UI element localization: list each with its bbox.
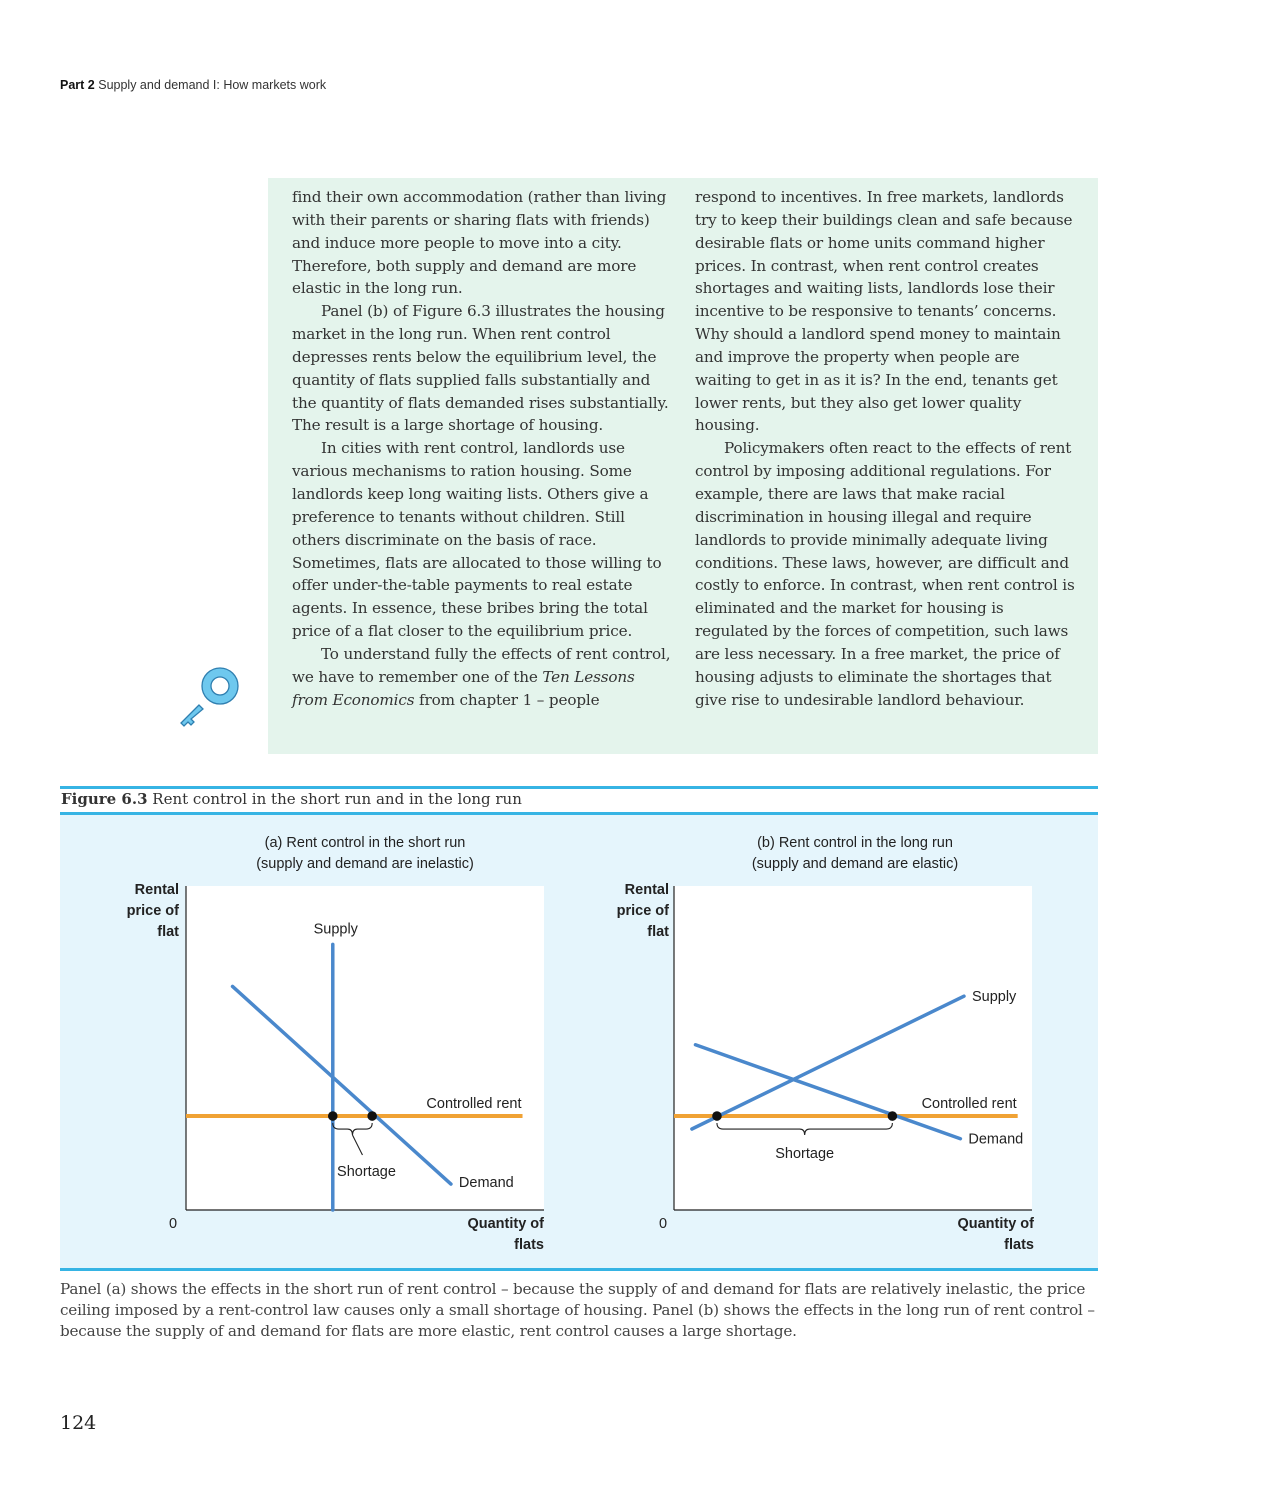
left-paragraph-4: To understand fully the effects of rent … — [292, 643, 672, 712]
panel-a-shortage-leader — [351, 1134, 363, 1156]
text-box — [268, 178, 1098, 754]
panel-a-plot-area — [186, 886, 544, 1210]
panel-a-ylabel-line-3: flat — [157, 924, 179, 940]
panel-a-shortage-brace — [332, 1123, 373, 1136]
figure-title: Rent control in the short run and in the… — [152, 790, 522, 808]
right-paragraph-1: respond to incentives. In free markets, … — [695, 188, 1073, 435]
panel-a-controlled-rent-label: Controlled rent — [426, 1096, 521, 1112]
panel-a-xlabel-line-1: Quantity of — [467, 1216, 544, 1232]
running-head: Part 2 Supply and demand I: How markets … — [60, 78, 326, 92]
panel-b-point-1 — [712, 1111, 722, 1121]
figure-title-rule — [60, 812, 1098, 815]
panel-a-title-line-1: (a) Rent control in the short run — [264, 835, 466, 851]
panel-b-shortage-label: Shortage — [775, 1146, 834, 1162]
right-paragraph-2: Policymakers often react to the effects … — [695, 439, 1075, 709]
panel-b-point-2 — [887, 1111, 898, 1121]
figure-bottom-rule — [60, 1268, 1098, 1271]
panel-b-title-line-2: (supply and demand are elastic) — [751, 856, 959, 872]
panel-b-plot-area — [674, 886, 1032, 1210]
panel-b-supply-curve — [690, 994, 966, 1131]
p4-text-a: To understand fully the effects of rent … — [292, 644, 671, 686]
panel-a-shortage-label: Shortage — [337, 1164, 396, 1180]
left-paragraph-1: find their own accommodation (rather tha… — [292, 188, 667, 298]
p4-italic: Ten Lessons from Economics — [292, 667, 635, 709]
panel-b-demand-label: Demand — [968, 1132, 1023, 1148]
p4-text-b: from chapter 1 – people — [414, 690, 600, 709]
panel-a-supply-label: Supply — [314, 921, 359, 937]
panel-a-title: (a) Rent control in the short run (suppl… — [185, 833, 545, 875]
panel-b-origin: 0 — [659, 1216, 668, 1232]
panel-b-y-axis-label: Rental price of flat — [579, 880, 669, 943]
panel-b-ylabel-line-2: price of — [616, 903, 669, 919]
panel-a-x-axis-label: Quantity of flats — [424, 1214, 544, 1256]
left-paragraph-3: In cities with rent control, landlords u… — [292, 439, 662, 641]
panel-a-demand-curve — [230, 984, 453, 1186]
panel-b-demand-curve — [693, 1043, 963, 1141]
panel-a-xlabel-line-2: flats — [514, 1237, 544, 1253]
figure-caption: Figure 6.3 Rent control in the short run… — [61, 790, 522, 808]
panel-b-ylabel-line-3: flat — [647, 924, 669, 940]
figure-label: Figure 6.3 — [61, 790, 148, 808]
panel-b-xlabel-line-1: Quantity of — [957, 1216, 1034, 1232]
panel-b-controlled-rent-label: Controlled rent — [922, 1096, 1017, 1112]
panel-a-title-line-2: (supply and demand are inelastic) — [256, 856, 474, 872]
panel-a-point-1 — [327, 1111, 338, 1121]
figure-top-rule — [60, 786, 1098, 789]
right-column: respond to incentives. In free markets, … — [695, 186, 1075, 711]
panel-b-supply-label: Supply — [972, 989, 1017, 1005]
panel-b-ylabel-line-1: Rental — [624, 882, 669, 898]
panel-b-shortage-brace — [716, 1123, 893, 1136]
figure-note: Panel (a) shows the effects in the short… — [60, 1280, 1095, 1340]
panel-a-ylabel-line-1: Rental — [134, 882, 179, 898]
panel-b-title-line-1: (b) Rent control in the long run — [757, 835, 953, 851]
panel-a-y-axis-label: Rental price of flat — [89, 880, 179, 943]
part-label: Part 2 — [60, 78, 95, 92]
panel-a-origin: 0 — [169, 1216, 178, 1232]
panel-a-ylabel-line-2: price of — [126, 903, 179, 919]
key-icon — [180, 667, 239, 727]
panel-b-x-axis-label: Quantity of flats — [914, 1214, 1034, 1256]
left-paragraph-2: Panel (b) of Figure 6.3 illustrates the … — [292, 302, 669, 435]
panel-a-demand-label: Demand — [459, 1175, 514, 1191]
panel-b-xlabel-line-2: flats — [1004, 1237, 1034, 1253]
part-title: Supply and demand I: How markets work — [98, 78, 327, 92]
left-column: find their own accommodation (rather tha… — [292, 186, 672, 711]
panel-a-point-2 — [367, 1111, 377, 1121]
panel-b-title: (b) Rent control in the long run (supply… — [675, 833, 1035, 875]
page-number: 124 — [60, 1412, 97, 1434]
